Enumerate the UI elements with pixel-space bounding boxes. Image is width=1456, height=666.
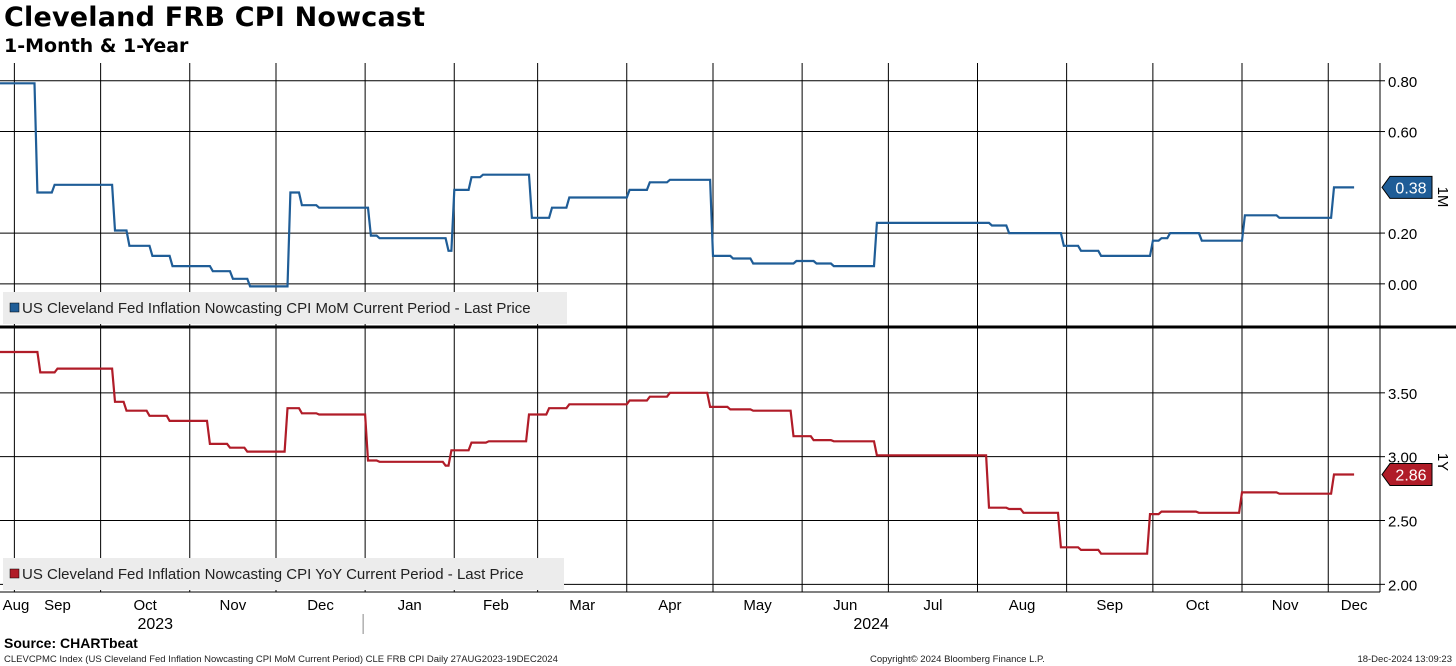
x-month-label: Feb	[483, 597, 509, 614]
mom-series-line	[0, 82, 1355, 288]
source-note: Source: CHARTbeat	[4, 635, 138, 651]
x-month-label: Sep	[1096, 597, 1123, 614]
last-value-label: 2.86	[1395, 468, 1426, 485]
legend: US Cleveland Fed Inflation Nowcasting CP…	[3, 558, 564, 590]
legend-background	[3, 292, 567, 324]
footer-description: CLEVCPMC Index (US Cleveland Fed Inflati…	[4, 654, 558, 665]
x-month-label: Aug	[1009, 597, 1036, 614]
legends: US Cleveland Fed Inflation Nowcasting CP…	[3, 292, 567, 590]
x-month-label: Mar	[569, 597, 595, 614]
x-month-label: Sep	[44, 597, 71, 614]
legend-label: US Cleveland Fed Inflation Nowcasting CP…	[22, 300, 531, 317]
y-tick-label: 0.00	[1388, 277, 1417, 294]
panel-axis-label: 1M	[1434, 187, 1451, 208]
legend-swatch	[9, 568, 20, 579]
x-month-label: Oct	[134, 597, 158, 614]
last-value-tag-shape	[1381, 463, 1433, 487]
x-month-label: Jan	[398, 597, 422, 614]
x-month-label: May	[743, 597, 772, 614]
x-month-label: Nov	[1272, 597, 1299, 614]
x-month-label: Oct	[1186, 597, 1210, 614]
legend: US Cleveland Fed Inflation Nowcasting CP…	[3, 292, 567, 324]
x-month-label: Jun	[833, 597, 857, 614]
series-lines	[0, 82, 1355, 555]
panel-axis-label: 1Y	[1434, 453, 1451, 471]
footer-timestamp: 18-Dec-2024 13:09:23	[1357, 654, 1452, 665]
y-tick-label: 2.50	[1388, 514, 1417, 531]
legend-swatch	[9, 302, 20, 313]
y-tick-label: 3.50	[1388, 386, 1417, 403]
axes: 0.80 0.60 0.20 0.00 0.38 1M 3.50 3.00 2.50 2.00 2.…	[0, 63, 1456, 634]
y-tick-label: 2.00	[1388, 577, 1417, 594]
y-tick-label: 0.80	[1388, 74, 1417, 91]
footer-copyright: Copyright© 2024 Bloomberg Finance L.P.	[870, 654, 1045, 665]
x-month-label: Nov	[220, 597, 247, 614]
x-year-label: 2023	[137, 616, 173, 633]
x-year-label: 2024	[853, 616, 889, 633]
y-tick-label: 0.20	[1388, 226, 1417, 243]
y-tick-label: 0.60	[1388, 125, 1417, 142]
legend-label: US Cleveland Fed Inflation Nowcasting CP…	[22, 566, 524, 583]
last-value-tag-shape	[1381, 175, 1433, 199]
x-month-label: Dec	[307, 597, 334, 614]
yoy-series-line	[0, 350, 1355, 555]
last-value-tag: 2.86	[1381, 463, 1433, 487]
last-value-label: 0.38	[1395, 180, 1426, 197]
chart-title: Cleveland FRB CPI Nowcast	[4, 2, 426, 33]
x-month-label: Jul	[923, 597, 942, 614]
x-month-label: Apr	[658, 597, 681, 614]
x-month-label: Dec	[1341, 597, 1368, 614]
chart-subtitle: 1-Month & 1-Year	[4, 35, 189, 57]
x-month-label: Aug	[3, 597, 30, 614]
last-value-tag: 0.38	[1381, 175, 1433, 199]
y-tick-label: 3.00	[1388, 450, 1417, 467]
legend-background	[3, 558, 564, 590]
